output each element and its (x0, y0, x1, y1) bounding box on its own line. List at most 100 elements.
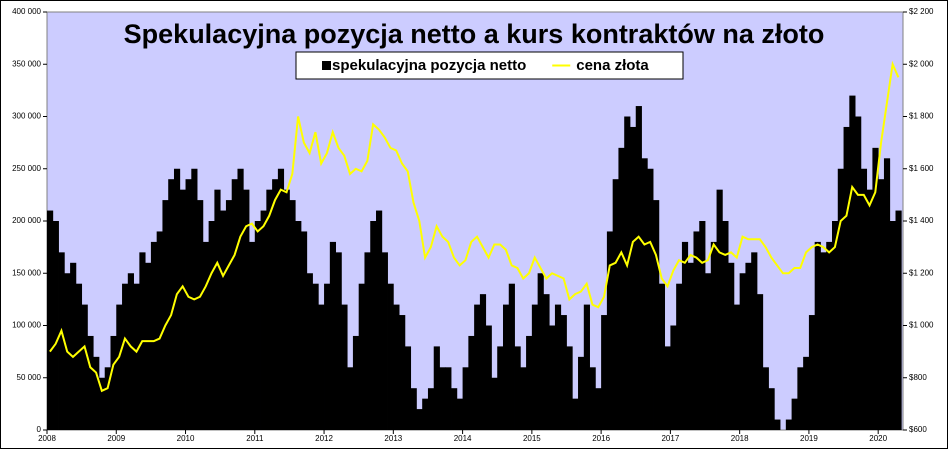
y2-tick-label: $1 200 (909, 268, 934, 277)
bar (324, 283, 331, 430)
bar (520, 367, 527, 430)
bar (797, 367, 804, 430)
y-tick-label: 100 000 (12, 321, 41, 330)
bar (566, 346, 573, 430)
bar (791, 398, 798, 430)
bar (843, 126, 850, 430)
legend-label: spekulacyjna pozycja netto (332, 57, 526, 74)
bar (462, 367, 469, 430)
bar (364, 252, 371, 430)
bar (427, 388, 435, 430)
x-tick-label: 2019 (800, 434, 818, 443)
legend: spekulacyjna pozycja netto cena złota (295, 51, 684, 80)
bar (808, 315, 816, 430)
bar (699, 221, 706, 430)
legend-swatch (322, 61, 331, 70)
bar (710, 241, 717, 430)
bar (681, 241, 689, 430)
y2-tick-label: $1 000 (909, 321, 934, 330)
bar (208, 221, 215, 430)
bar (531, 304, 539, 430)
bar (451, 388, 458, 430)
bar (347, 367, 354, 430)
bar (872, 147, 879, 430)
bar (653, 200, 660, 430)
y-tick-label: 0 (37, 425, 42, 434)
x-tick-label: 2015 (523, 434, 541, 443)
y-tick-label: 50 000 (17, 373, 42, 382)
bar (70, 262, 77, 430)
bar (768, 388, 775, 430)
bar (145, 262, 152, 430)
y-tick-label: 350 000 (12, 59, 41, 68)
bar (376, 210, 383, 430)
bar (243, 189, 250, 430)
bar (416, 409, 423, 430)
bar (58, 252, 65, 430)
bar (237, 168, 244, 430)
bar (266, 189, 273, 430)
bar (629, 126, 637, 430)
bar (618, 147, 625, 430)
bar (335, 252, 342, 430)
x-tick-label: 2011 (246, 434, 264, 443)
bar (358, 283, 365, 430)
line (49, 60, 900, 393)
bar (814, 241, 821, 430)
x-tick-label: 2017 (661, 434, 679, 443)
y2-tick-label: $1 600 (909, 164, 934, 173)
y-tick-label: 250 000 (12, 164, 41, 173)
bar (820, 252, 827, 430)
y2-tick-label: $2 000 (909, 59, 934, 68)
bar (606, 231, 614, 430)
bar (774, 419, 781, 430)
y-tick-label: 200 000 (12, 216, 41, 225)
bar (733, 304, 741, 430)
x-tick-label: 2010 (177, 434, 195, 443)
bar (156, 231, 163, 430)
bar (254, 221, 261, 430)
bar (260, 210, 267, 430)
bar (635, 106, 642, 431)
bar (647, 168, 654, 430)
x-tick-label: 2008 (38, 434, 56, 443)
legend-box (295, 51, 684, 80)
bar (728, 262, 735, 430)
bar (485, 325, 492, 430)
bar (716, 189, 723, 430)
bar (445, 367, 452, 430)
y2-tick-label: $600 (909, 425, 927, 434)
bar (624, 116, 631, 430)
y2-tick-label: $2 200 (909, 7, 934, 16)
bar (300, 231, 308, 430)
bar (526, 335, 533, 430)
bar (318, 304, 325, 430)
bar (202, 241, 210, 430)
chart-title: Spekulacyjna pozycja netto a kurs kontra… (124, 19, 825, 49)
bar (560, 315, 567, 430)
bar (93, 356, 100, 430)
bar (110, 335, 117, 430)
bar (439, 367, 446, 430)
bar (583, 304, 590, 430)
bar (705, 273, 712, 430)
bar (98, 377, 106, 430)
bar (491, 377, 498, 430)
bar (722, 221, 729, 430)
bar (589, 367, 596, 430)
bar (393, 304, 400, 430)
bar (641, 158, 648, 431)
bar (595, 388, 602, 430)
bar (295, 221, 302, 430)
bar (75, 283, 83, 430)
y-tick-label: 400 000 (12, 7, 41, 16)
bar (225, 200, 233, 430)
bar (220, 210, 227, 430)
bar (306, 273, 313, 430)
x-tick-label: 2012 (315, 434, 333, 443)
bar (272, 179, 279, 430)
bar (104, 367, 111, 430)
bar (231, 179, 238, 430)
x-tick-label: 2009 (107, 434, 125, 443)
x-tick-label: 2018 (731, 434, 749, 443)
